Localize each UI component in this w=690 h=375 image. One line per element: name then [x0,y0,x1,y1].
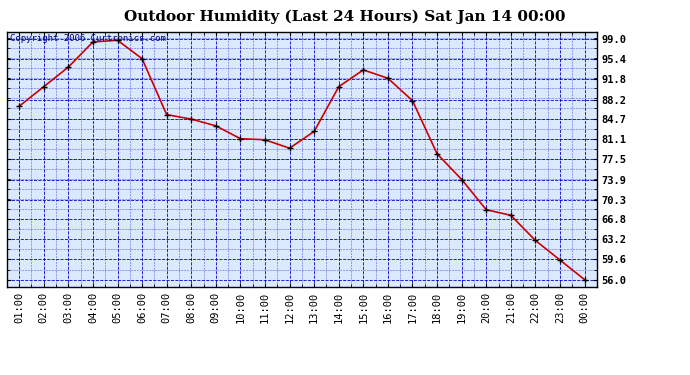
Text: Outdoor Humidity (Last 24 Hours) Sat Jan 14 00:00: Outdoor Humidity (Last 24 Hours) Sat Jan… [124,9,566,24]
Text: Copyright 2006 Curtronics.com: Copyright 2006 Curtronics.com [10,34,166,44]
